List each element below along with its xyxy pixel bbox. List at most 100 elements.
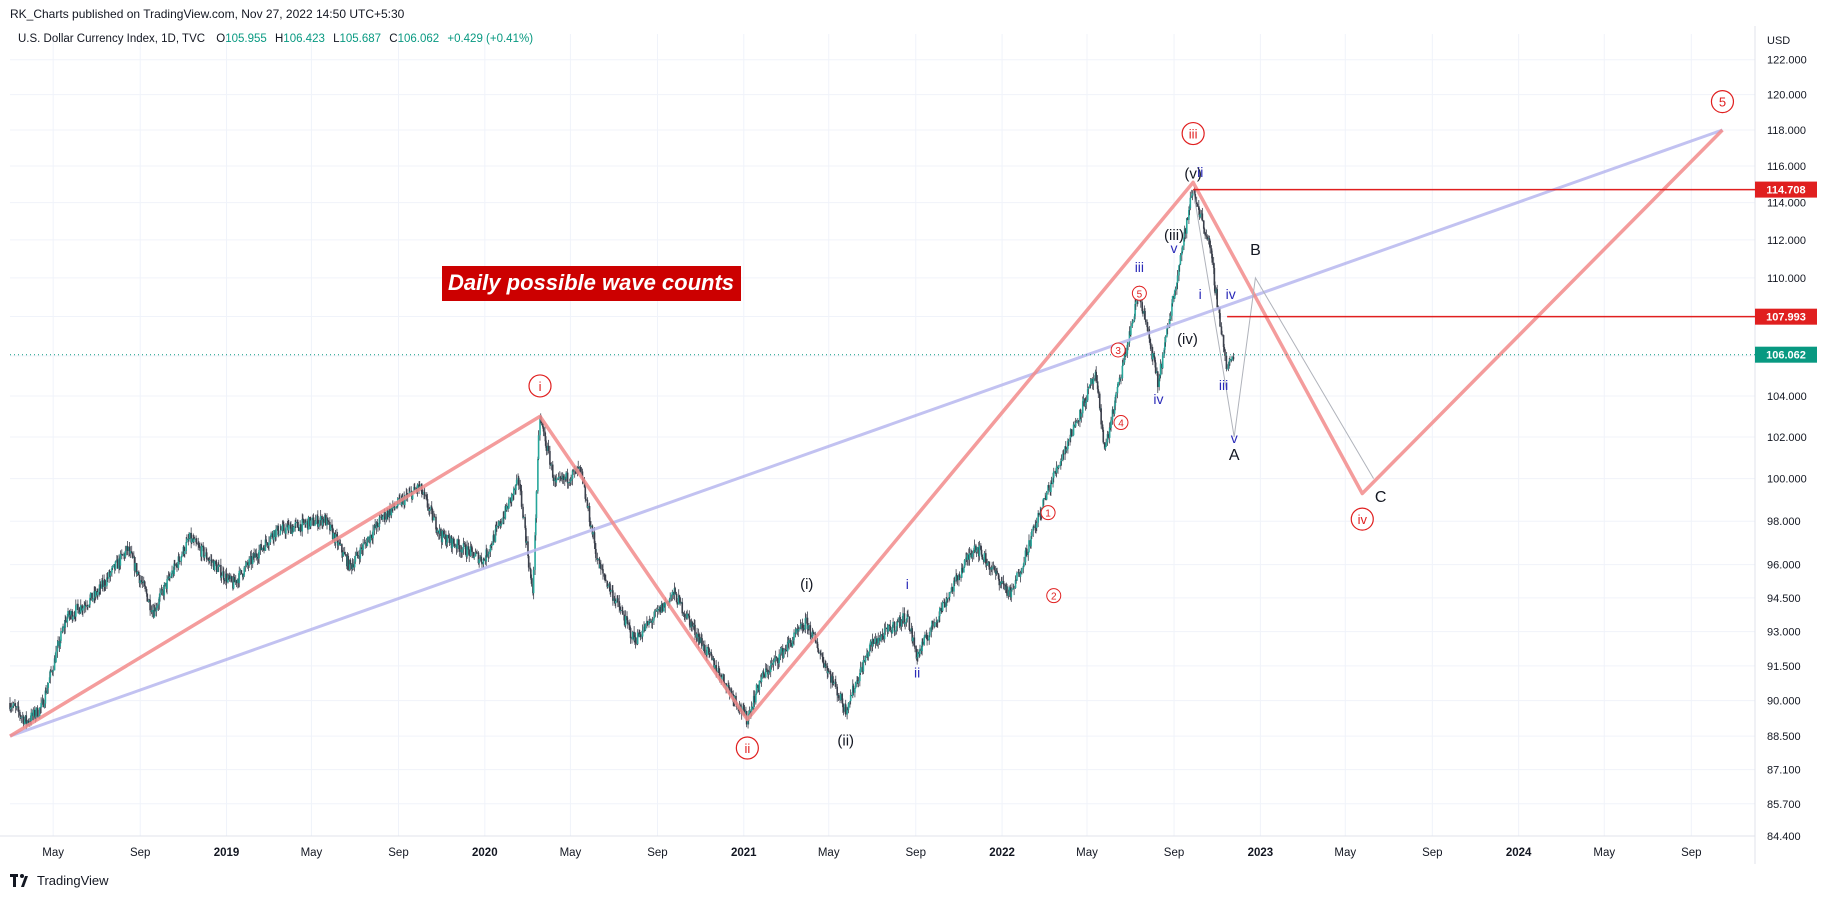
- wave-label-circle: [1350, 507, 1374, 531]
- price-chart[interactable]: iiiiiiiv5(i)(ii)(iii)(iv)(v)iiiiiiivviii…: [0, 26, 1834, 869]
- candle-body: [715, 665, 718, 672]
- candle-body: [1102, 429, 1105, 443]
- candle-body: [1007, 591, 1010, 596]
- candle-body: [882, 635, 885, 640]
- candle-body: [641, 630, 644, 637]
- candle-body: [473, 556, 476, 558]
- candle-body: [550, 464, 553, 466]
- candle-body: [846, 709, 848, 715]
- candle-body: [710, 652, 713, 656]
- candle-body: [832, 676, 834, 684]
- candle-body: [963, 560, 966, 568]
- candle-body: [62, 626, 64, 632]
- chart-area[interactable]: i ii iii iv 5 (i) (ii) (iii) (iv) (v) i ii iii iv v ii i…: [0, 26, 1834, 869]
- candle-body: [605, 579, 607, 581]
- candle-body: [1108, 427, 1111, 438]
- candle-body: [897, 621, 899, 623]
- candle-body: [592, 532, 594, 535]
- candle-body: [1103, 442, 1106, 449]
- annotation-box[interactable]: Daily possible wave counts: [442, 266, 741, 301]
- candle-body: [968, 553, 971, 560]
- candle-body: [1219, 313, 1221, 327]
- candle-body: [847, 709, 849, 711]
- candle-body: [222, 571, 225, 580]
- candle-body: [245, 562, 248, 566]
- candle-body: [1095, 371, 1098, 382]
- candle-body: [377, 526, 379, 528]
- candle-body: [257, 558, 260, 560]
- candle-body: [603, 573, 606, 577]
- candle-body: [892, 621, 894, 628]
- candle-body: [735, 695, 737, 703]
- candle-body: [1229, 359, 1231, 362]
- candle-body: [196, 542, 198, 545]
- candle-body: [188, 532, 191, 539]
- candle-body: [527, 541, 529, 556]
- candle-body: [926, 638, 928, 640]
- candle-body: [597, 558, 599, 560]
- candle-body: [981, 554, 984, 560]
- candle-body: [301, 519, 304, 532]
- candle-body: [1080, 413, 1083, 417]
- candle-body: [470, 546, 473, 548]
- candle-body: [154, 607, 156, 612]
- candle-body: [534, 518, 537, 536]
- candle-body: [104, 580, 106, 586]
- candle-body: [294, 523, 296, 527]
- candle-body: [711, 655, 713, 660]
- candle-body: [626, 620, 629, 625]
- price-axis[interactable]: USD122.000120.000118.000116.000114.00011…: [1755, 35, 1817, 843]
- candle-body: [1082, 398, 1085, 402]
- candle-body: [896, 621, 899, 627]
- x-tick-label: May: [301, 847, 323, 859]
- candle-body: [158, 596, 161, 605]
- tradingview-footer[interactable]: TradingView: [10, 873, 109, 888]
- candle-body: [418, 484, 420, 489]
- time-axis[interactable]: May Sep 2019 May Sep 2020 May Sep 2021 May Sep 2022…: [42, 847, 1701, 859]
- candle-body: [440, 528, 442, 537]
- candle-body: [126, 546, 129, 551]
- candle-body: [530, 578, 533, 584]
- candle-body: [151, 610, 154, 613]
- candle-body: [868, 644, 871, 652]
- candle-body: [806, 617, 809, 630]
- candle-body: [653, 611, 656, 618]
- x-tick-label: 2024: [1506, 847, 1532, 859]
- candle-body: [972, 549, 975, 554]
- candle-body: [1232, 356, 1235, 360]
- candle-body: [618, 601, 621, 608]
- candle-body: [431, 508, 434, 521]
- candle-body: [675, 593, 678, 603]
- candle-body: [1079, 409, 1082, 417]
- candle-body: [277, 525, 279, 536]
- candle-body: [519, 483, 521, 489]
- candle-body: [1016, 572, 1018, 581]
- candle-body: [891, 627, 894, 634]
- candle-body: [578, 466, 581, 469]
- candle-body: [674, 588, 676, 594]
- candle-body: [939, 608, 941, 617]
- candle-body: [205, 552, 208, 560]
- candle-body: [636, 632, 639, 644]
- candle-body: [988, 561, 991, 570]
- candle-body: [463, 543, 466, 545]
- candle-body: [198, 544, 200, 547]
- wave-label-circle: [1110, 342, 1126, 358]
- candle-body: [304, 522, 307, 525]
- candle-body: [1027, 551, 1030, 556]
- candle-body: [1115, 393, 1117, 397]
- candle-body: [1206, 236, 1209, 240]
- candle-body: [1183, 237, 1185, 246]
- candle-body: [960, 567, 963, 578]
- candle-body: [458, 545, 461, 552]
- candle-body: [311, 517, 313, 521]
- wave-label-circle: [528, 374, 552, 398]
- abc-projection-line: [1192, 189, 1375, 479]
- candle-body: [456, 539, 459, 549]
- candle-body: [743, 706, 745, 710]
- annotation-box-text: Daily possible wave counts: [448, 270, 734, 295]
- x-tick-label: Sep: [1422, 847, 1442, 859]
- candle-body: [174, 563, 176, 566]
- candle-body: [367, 536, 369, 540]
- candle-body: [971, 553, 974, 558]
